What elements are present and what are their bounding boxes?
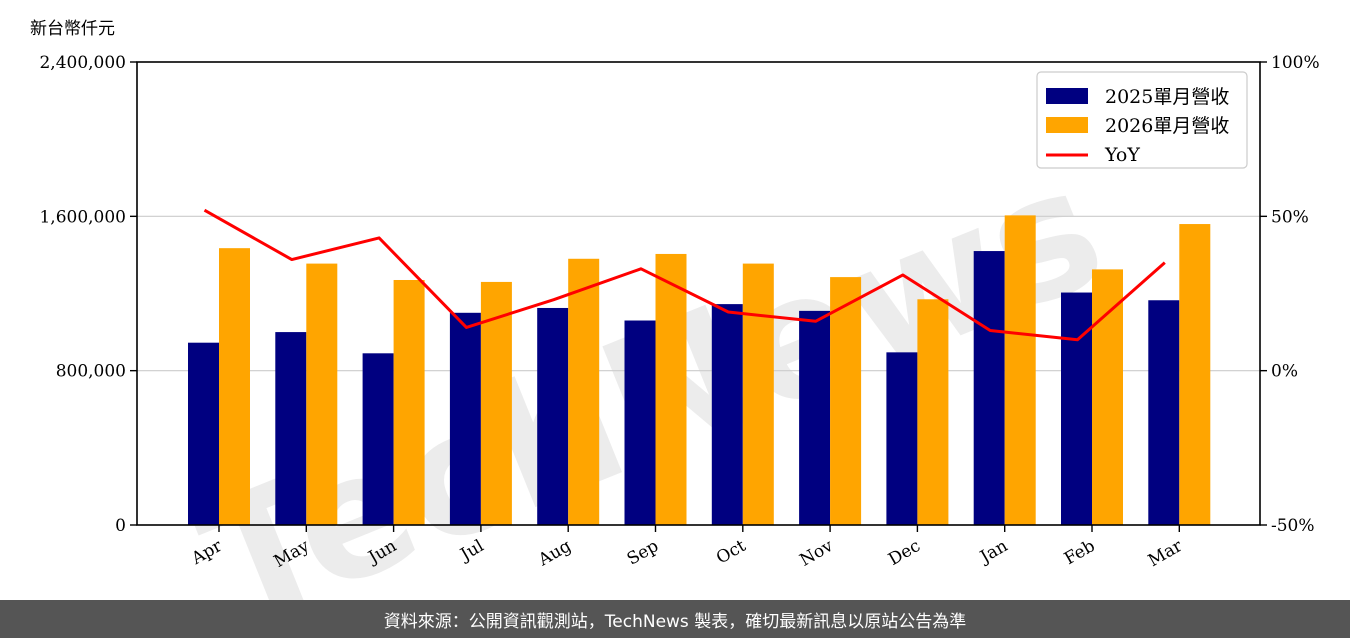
legend-label-2: YoY bbox=[1104, 144, 1140, 166]
source-footer: 資料來源：公開資訊觀測站，TechNews 製表，確切最新訊息以原站公告為準 bbox=[0, 600, 1350, 638]
x-tick-label-oct: Oct bbox=[713, 536, 749, 569]
bar-2025-nov bbox=[799, 310, 831, 525]
bar-2026-mar bbox=[1179, 224, 1211, 526]
bar-2025-oct bbox=[711, 304, 743, 525]
y-left-tick-label: 800,000 bbox=[56, 362, 126, 382]
legend-swatch-1 bbox=[1046, 117, 1088, 133]
y-right-tick-label: 100% bbox=[1271, 53, 1320, 73]
bar-2025-aug bbox=[537, 307, 569, 525]
bar-2025-feb bbox=[1061, 292, 1092, 525]
bar-2026-aug bbox=[568, 258, 600, 525]
legend-swatch-0 bbox=[1046, 88, 1088, 104]
footer-text: 資料來源：公開資訊觀測站，TechNews 製表，確切最新訊息以原站公告為準 bbox=[383, 611, 967, 632]
x-tick-label-feb: Feb bbox=[1061, 536, 1099, 569]
bar-2025-sep bbox=[624, 320, 656, 525]
y-right-tick-label: -50% bbox=[1271, 516, 1315, 536]
bar-2026-may bbox=[306, 263, 338, 525]
y-left-tick-label: 2,400,000 bbox=[39, 53, 126, 73]
bar-2025-jan bbox=[973, 251, 1005, 525]
bar-2026-oct bbox=[742, 263, 774, 525]
yoy-line bbox=[203, 208, 1166, 342]
bar-2025-jun bbox=[362, 353, 394, 525]
bar-2026-sep bbox=[655, 253, 687, 525]
bar-2026-apr bbox=[219, 248, 250, 525]
x-tick-label-dec: Dec bbox=[885, 536, 924, 570]
yoy-line-layer bbox=[203, 208, 1166, 342]
legend-label-1: 2026單月營收 bbox=[1105, 115, 1229, 137]
plot-frame bbox=[136, 61, 1261, 526]
y-left-tick-label: 0 bbox=[115, 516, 126, 536]
legend-label-0: 2025單月營收 bbox=[1105, 86, 1229, 108]
bar-2025-apr bbox=[188, 342, 219, 525]
bar-2025-jul bbox=[449, 312, 481, 525]
bar-2026-jun bbox=[393, 279, 425, 525]
bar-2026-jan bbox=[1004, 215, 1036, 525]
bar-2025-mar bbox=[1148, 300, 1180, 525]
x-tick-label-jan: Jan bbox=[975, 536, 1011, 568]
bars bbox=[188, 215, 1211, 526]
legend-box bbox=[1036, 71, 1248, 169]
y-axis-unit-label: 新台幣仟元 bbox=[30, 19, 115, 39]
bar-2025-may bbox=[275, 332, 307, 525]
chart: TechNews 0800,0001,600,0002,400,000-50%0… bbox=[30, 19, 1320, 600]
bar-2026-feb bbox=[1092, 269, 1123, 525]
x-tick-label-sep: Sep bbox=[624, 536, 662, 570]
bar-2025-dec bbox=[886, 352, 918, 525]
y-right-tick-label: 50% bbox=[1271, 207, 1309, 227]
bar-2026-nov bbox=[830, 277, 862, 525]
x-tick-label-mar: Mar bbox=[1145, 536, 1187, 572]
bar-2026-dec bbox=[917, 299, 949, 525]
y-right-tick-label: 0% bbox=[1271, 362, 1298, 382]
y-left-tick-label: 1,600,000 bbox=[39, 207, 126, 227]
legend: 2025單月營收 2026單月營收 YoY bbox=[1036, 71, 1248, 169]
x-tick-label-nov: Nov bbox=[797, 536, 837, 571]
